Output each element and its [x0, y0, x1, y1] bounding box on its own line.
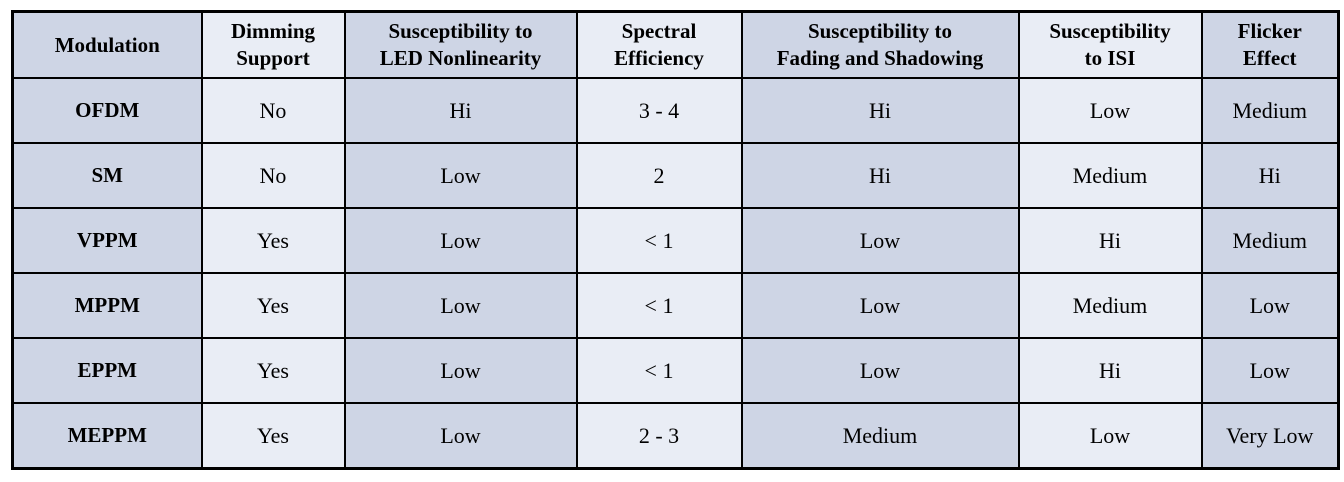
table-cell: Hi [1017, 207, 1203, 274]
row-header-cell: SM [11, 142, 203, 209]
table-cell: Low [1200, 337, 1340, 404]
table-cell: Hi [740, 142, 1020, 209]
table-cell: 2 - 3 [575, 402, 743, 470]
header-cell-spectral-efficiency: Spectral Efficiency [575, 10, 743, 79]
header-cell-led-nonlinearity: Susceptibility to LED Nonlinearity [343, 10, 578, 79]
table-row-eppm: EPPM Yes Low < 1 Low Hi Low [11, 337, 1340, 404]
table-cell: Low [740, 337, 1020, 404]
header-cell-flicker-effect: Flicker Effect [1200, 10, 1340, 79]
table-row-meppm: MEPPM Yes Low 2 - 3 Medium Low Very Low [11, 402, 1340, 470]
table-cell: Low [1017, 77, 1203, 144]
table-cell: 3 - 4 [575, 77, 743, 144]
table-cell: Yes [200, 272, 346, 339]
table-row-sm: SM No Low 2 Hi Medium Hi [11, 142, 1340, 209]
table-cell: < 1 [575, 337, 743, 404]
table-cell: < 1 [575, 207, 743, 274]
table-row-vppm: VPPM Yes Low < 1 Low Hi Medium [11, 207, 1340, 274]
table-cell: Yes [200, 402, 346, 470]
row-header-cell: EPPM [11, 337, 203, 404]
table-cell: Low [343, 337, 578, 404]
header-row: Modulation Dimming Support Susceptibilit… [11, 10, 1340, 79]
row-header-cell: MEPPM [11, 402, 203, 470]
table-cell: Yes [200, 207, 346, 274]
table-cell: Hi [1017, 337, 1203, 404]
table-cell: Low [343, 272, 578, 339]
table-cell: Very Low [1200, 402, 1340, 470]
table-cell: Medium [1017, 142, 1203, 209]
table-cell: Low [343, 142, 578, 209]
header-cell-isi: Susceptibility to ISI [1017, 10, 1203, 79]
table-cell: Yes [200, 337, 346, 404]
header-cell-dimming-support: Dimming Support [200, 10, 346, 79]
table-cell: 2 [575, 142, 743, 209]
table-cell: Low [343, 402, 578, 470]
table-cell: Low [740, 207, 1020, 274]
header-cell-fading-shadowing: Susceptibility to Fading and Shadowing [740, 10, 1020, 79]
row-header-cell: OFDM [11, 77, 203, 144]
table-row-mppm: MPPM Yes Low < 1 Low Medium Low [11, 272, 1340, 339]
header-cell-modulation: Modulation [11, 10, 203, 79]
table-cell: < 1 [575, 272, 743, 339]
table-cell: Hi [1200, 142, 1340, 209]
table-cell: Low [1017, 402, 1203, 470]
table-cell: Medium [740, 402, 1020, 470]
row-header-cell: VPPM [11, 207, 203, 274]
table-cell: Medium [1017, 272, 1203, 339]
row-header-cell: MPPM [11, 272, 203, 339]
table-cell: Hi [343, 77, 578, 144]
table-cell: Low [1200, 272, 1340, 339]
table-row-ofdm: OFDM No Hi 3 - 4 Hi Low Medium [11, 77, 1340, 144]
table-cell: Medium [1200, 77, 1340, 144]
table-cell: Low [343, 207, 578, 274]
table-cell: Hi [740, 77, 1020, 144]
modulation-comparison-table: Modulation Dimming Support Susceptibilit… [11, 10, 1340, 470]
table-cell: Medium [1200, 207, 1340, 274]
table-cell: Low [740, 272, 1020, 339]
table-cell: No [200, 142, 346, 209]
table-cell: No [200, 77, 346, 144]
